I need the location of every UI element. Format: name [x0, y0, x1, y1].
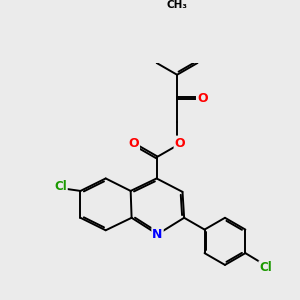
Text: CH₃: CH₃ — [167, 0, 188, 10]
Text: N: N — [152, 228, 163, 241]
Text: O: O — [197, 92, 208, 105]
Text: O: O — [175, 136, 185, 150]
Text: O: O — [128, 136, 139, 150]
Text: Cl: Cl — [54, 180, 67, 193]
Text: Cl: Cl — [260, 261, 272, 274]
